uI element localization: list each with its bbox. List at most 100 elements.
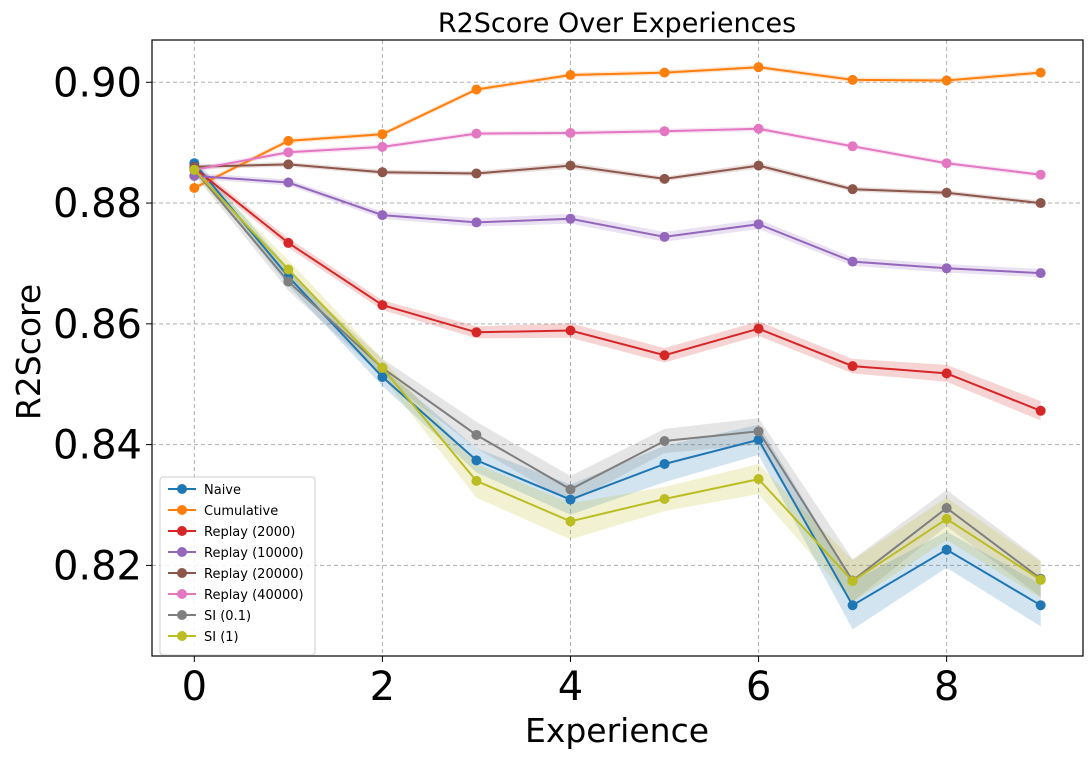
- legend: Naive Cumulative Replay (2000) Replay (1000…: [159, 476, 316, 656]
- data-point: [471, 128, 482, 139]
- data-point: [753, 434, 764, 445]
- data-point: [1035, 405, 1046, 416]
- data-point: [753, 426, 764, 437]
- data-point: [377, 129, 388, 140]
- legend-box: [159, 476, 316, 656]
- data-point: [941, 513, 952, 524]
- data-point: [377, 362, 388, 373]
- legend-swatch-marker: [177, 568, 187, 578]
- data-point: [565, 160, 576, 171]
- data-point: [659, 67, 670, 78]
- legend-swatch-marker: [177, 610, 187, 620]
- series-3: [189, 170, 1046, 279]
- data-point: [565, 484, 576, 495]
- legend-label: Replay (2000): [204, 525, 295, 540]
- data-point: [565, 70, 576, 81]
- data-point: [941, 503, 952, 514]
- data-point: [283, 135, 294, 146]
- legend-label: Naive: [204, 483, 241, 498]
- data-point: [753, 219, 764, 230]
- data-point: [659, 458, 670, 469]
- data-point: [753, 160, 764, 171]
- legend-swatch-marker: [177, 589, 187, 599]
- legend-label: Cumulative: [204, 504, 278, 519]
- data-point: [283, 159, 294, 170]
- band-1: [194, 64, 1041, 191]
- band-5: [194, 126, 1041, 178]
- data-point: [941, 158, 952, 169]
- data-point: [565, 213, 576, 224]
- data-point: [1035, 198, 1046, 209]
- series-lines: [189, 62, 1046, 611]
- data-point: [377, 167, 388, 178]
- y-axis-label: R2Score: [9, 284, 48, 420]
- data-point: [941, 263, 952, 274]
- series-1: [189, 62, 1046, 193]
- x-tick-label: 0: [182, 664, 207, 710]
- data-point: [283, 177, 294, 188]
- data-point: [1035, 574, 1046, 585]
- data-point: [565, 128, 576, 139]
- data-point: [565, 325, 576, 336]
- data-point: [659, 350, 670, 361]
- series-5: [189, 123, 1046, 180]
- data-point: [189, 164, 200, 175]
- data-point: [941, 368, 952, 379]
- data-point: [565, 494, 576, 505]
- band-4: [194, 162, 1041, 206]
- series-line: [193, 169, 1042, 583]
- data-point: [941, 544, 952, 555]
- data-point: [753, 474, 764, 485]
- legend-swatch-marker: [177, 547, 187, 557]
- data-point: [283, 147, 294, 158]
- data-point: [847, 600, 858, 611]
- data-point: [1035, 268, 1046, 279]
- legend-swatch-marker: [177, 631, 187, 641]
- y-tick-label: 0.84: [53, 423, 142, 469]
- data-point: [377, 141, 388, 152]
- x-axis-label: Experience: [525, 711, 709, 750]
- legend-label: Replay (10000): [204, 546, 304, 561]
- data-point: [471, 327, 482, 338]
- x-tick-label: 4: [558, 664, 583, 710]
- series-line: [194, 174, 1041, 275]
- data-point: [659, 126, 670, 137]
- data-point: [659, 436, 670, 447]
- y-tick-label: 0.90: [53, 60, 142, 106]
- data-point: [659, 173, 670, 184]
- axis-ticks: 0 2 4 6 8 0.82 0.84 0.86 0.88 0.90: [53, 60, 959, 710]
- legend-label: SI (1): [204, 630, 239, 645]
- data-point: [283, 237, 294, 248]
- x-tick-label: 6: [746, 664, 771, 710]
- plot-frame: [151, 39, 1084, 657]
- legend-swatch-marker: [177, 526, 187, 536]
- legend-swatch-marker: [177, 484, 187, 494]
- data-point: [847, 256, 858, 267]
- data-point: [753, 323, 764, 334]
- data-point: [847, 141, 858, 152]
- series-line: [193, 162, 1042, 607]
- data-point: [753, 62, 764, 73]
- data-point: [471, 84, 482, 95]
- data-point: [377, 210, 388, 221]
- chart-title: R2Score Over Experiences: [438, 8, 796, 39]
- y-tick-label: 0.82: [53, 543, 142, 589]
- data-point: [565, 516, 576, 527]
- data-point: [471, 475, 482, 486]
- series-7: [189, 164, 1046, 587]
- x-tick-label: 8: [934, 664, 959, 710]
- data-point: [1035, 67, 1046, 78]
- legend-label: SI (0.1): [204, 609, 251, 624]
- x-tick-label: 2: [370, 664, 395, 710]
- data-point: [189, 182, 200, 193]
- series-line: [194, 163, 1041, 205]
- series-line: [194, 127, 1041, 176]
- data-point: [377, 371, 388, 382]
- series-line: [193, 167, 1042, 412]
- data-point: [471, 217, 482, 228]
- data-point: [377, 300, 388, 311]
- series-4: [189, 159, 1046, 209]
- data-point: [1035, 600, 1046, 611]
- data-point: [283, 264, 294, 275]
